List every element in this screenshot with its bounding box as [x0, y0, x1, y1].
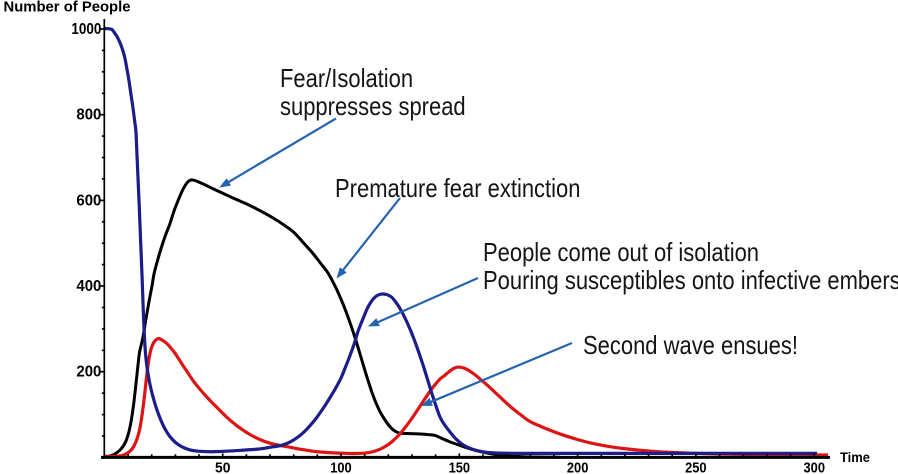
svg-text:Time: Time — [840, 449, 870, 465]
svg-text:200: 200 — [76, 364, 101, 381]
svg-text:50: 50 — [215, 460, 230, 474]
svg-text:600: 600 — [76, 192, 101, 209]
svg-text:300: 300 — [804, 460, 826, 474]
svg-text:1000: 1000 — [71, 21, 101, 38]
svg-text:200: 200 — [567, 460, 589, 474]
svg-text:150: 150 — [449, 460, 471, 474]
svg-text:Number of People: Number of People — [4, 0, 131, 16]
svg-text:100: 100 — [330, 460, 352, 474]
svg-text:400: 400 — [76, 278, 101, 295]
svg-text:800: 800 — [76, 107, 101, 124]
svg-text:250: 250 — [685, 460, 707, 474]
